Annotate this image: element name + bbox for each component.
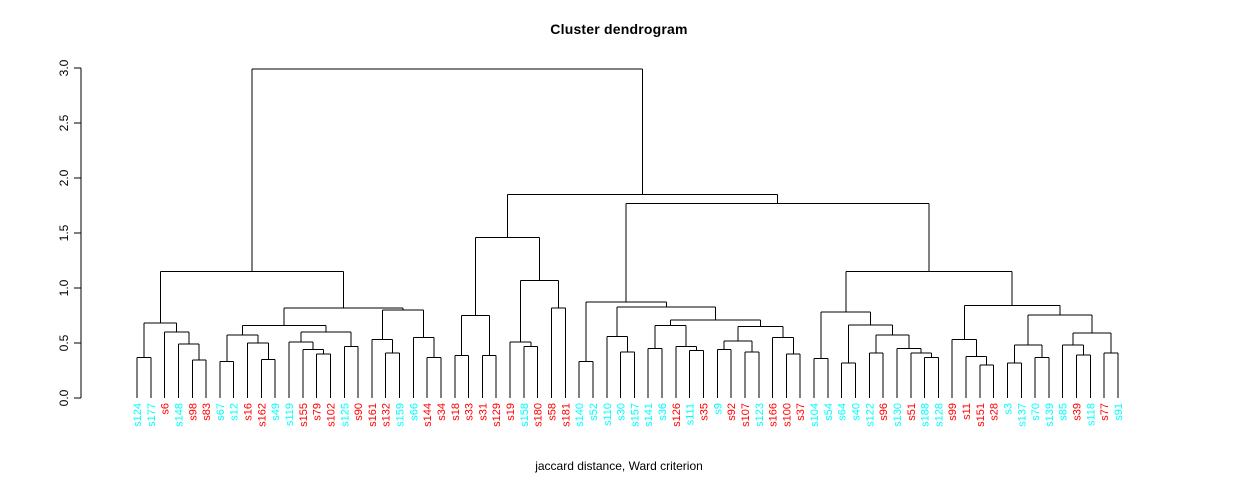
leaf-label-s58: s58 [547,403,559,421]
leaf-label-s102: s102 [325,403,337,427]
leaf-label-s64: s64 [837,403,849,421]
leaf-label-s155: s155 [298,403,310,427]
leaf-label-s16: s16 [243,403,255,421]
y-axis-tick-label: 1.5 [57,224,71,241]
leaf-label-s122: s122 [864,403,876,427]
leaf-label-s180: s180 [533,403,545,427]
leaf-label-s51: s51 [906,403,918,421]
leaf-label-s148: s148 [173,403,185,427]
leaf-label-s111: s111 [685,403,697,425]
leaf-label-s67: s67 [215,403,227,421]
leaf-label-s125: s125 [339,403,351,427]
leaf-label-s77: s77 [1099,403,1111,421]
leaf-label-s40: s40 [850,403,862,421]
y-axis-tick-label: 2.0 [57,169,71,186]
leaf-label-s132: s132 [381,403,393,427]
leaf-label-s181: s181 [560,403,572,427]
leaf-label-s144: s144 [422,403,434,427]
leaf-label-s54: s54 [823,403,835,421]
leaf-label-s96: s96 [878,403,890,421]
leaf-label-s35: s35 [698,403,710,421]
leaf-label-s83: s83 [201,403,213,421]
leaf-label-s157: s157 [629,403,641,427]
leaf-label-s107: s107 [740,403,752,427]
leaf-label-s166: s166 [768,403,780,427]
leaf-label-s39: s39 [1072,403,1084,421]
leaf-label-s9: s9 [712,403,724,415]
leaf-label-s104: s104 [809,403,821,427]
leaf-label-s31: s31 [477,403,489,421]
leaf-label-s137: s137 [1016,403,1028,427]
leaf-label-s12: s12 [229,403,241,421]
leaf-label-s124: s124 [132,403,144,427]
leaf-label-s100: s100 [781,403,793,427]
leaf-label-s30: s30 [616,403,628,421]
y-axis-tick-label: 1.0 [57,279,71,296]
leaf-label-s99: s99 [947,403,959,421]
leaf-label-s177: s177 [146,403,158,427]
leaf-label-s119: s119 [284,403,296,426]
leaf-label-s33: s33 [464,403,476,421]
leaf-label-s126: s126 [671,403,683,427]
leaf-label-s36: s36 [657,403,669,421]
leaf-label-s11: s11 [961,403,973,420]
leaf-label-s123: s123 [754,403,766,427]
y-axis-tick-label: 3.0 [57,59,71,76]
leaf-label-s3: s3 [1002,403,1014,415]
leaf-label-s129: s129 [491,403,503,427]
leaf-label-s70: s70 [1030,403,1042,421]
leaf-label-s92: s92 [726,403,738,421]
leaf-label-s28: s28 [989,403,1001,421]
leaf-label-s6: s6 [160,403,172,415]
leaf-label-s161: s161 [367,403,379,427]
leaf-label-s151: s151 [975,403,987,427]
leaf-label-s158: s158 [519,403,531,427]
leaf-label-s90: s90 [353,403,365,421]
leaf-label-s130: s130 [892,403,904,427]
leaf-label-s91: s91 [1113,403,1125,421]
leaf-label-s34: s34 [436,403,448,421]
leaf-label-s188: s188 [920,403,932,427]
leaf-label-s110: s110 [602,403,614,426]
leaf-label-s159: s159 [395,403,407,427]
chart-title: Cluster dendrogram [550,21,688,37]
leaf-label-s162: s162 [256,403,268,427]
leaf-label-s66: s66 [408,403,420,421]
leaf-label-s98: s98 [187,403,199,421]
x-axis-caption: jaccard distance, Ward criterion [535,459,703,473]
leaf-label-s79: s79 [312,403,324,421]
y-axis-tick-label: 0.0 [57,389,71,406]
leaf-label-s49: s49 [270,403,282,421]
leaf-label-s18: s18 [450,403,462,421]
leaf-label-s128: s128 [933,403,945,427]
leaf-label-s19: s19 [505,403,517,421]
leaf-label-s139: s139 [1044,403,1056,427]
y-axis-tick-label: 2.5 [57,114,71,131]
leaf-label-s118: s118 [1085,403,1097,426]
leaf-label-s52: s52 [588,403,600,421]
leaf-label-s140: s140 [574,403,586,427]
y-axis-tick-label: 0.5 [57,334,71,351]
leaf-label-s85: s85 [1058,403,1070,421]
leaf-label-s141: s141 [643,403,655,427]
leaf-label-s37: s37 [795,403,807,421]
